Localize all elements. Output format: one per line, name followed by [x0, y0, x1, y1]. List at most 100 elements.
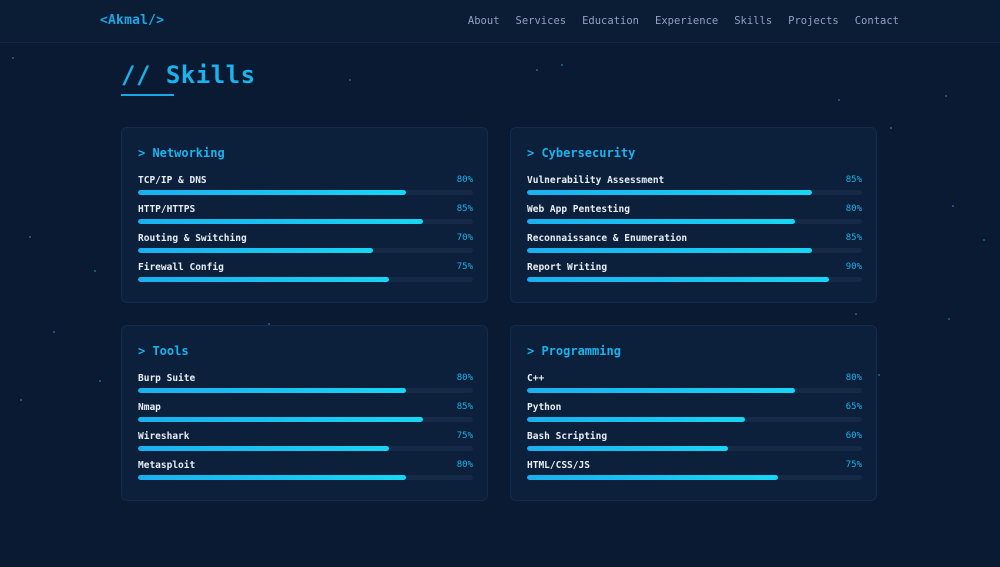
- progress-track: [527, 475, 862, 480]
- skill-name: Firewall Config: [138, 262, 224, 273]
- skill-percent: 70%: [456, 233, 473, 243]
- skill-percent: 85%: [456, 402, 473, 412]
- top-navbar: <Akmal/> About Services Education Experi…: [0, 0, 1000, 43]
- nav-link-services[interactable]: Services: [515, 15, 567, 27]
- skill-name: Bash Scripting: [527, 431, 608, 442]
- skill-item: HTML/CSS/JS 75%: [527, 460, 862, 480]
- skill-item: TCP/IP & DNS 80%: [138, 175, 473, 195]
- skill-percent: 80%: [845, 204, 862, 214]
- progress-track: [138, 475, 473, 480]
- progress-bar: [138, 446, 390, 451]
- skill-name: HTML/CSS/JS: [527, 460, 590, 471]
- skill-name: Routing & Switching: [138, 233, 247, 244]
- skill-name: Web App Pentesting: [527, 204, 630, 215]
- skill-name: C++: [527, 373, 545, 384]
- skill-item: Bash Scripting 60%: [527, 431, 862, 451]
- progress-track: [138, 248, 473, 253]
- progress-track: [527, 446, 862, 451]
- skill-percent: 65%: [845, 402, 862, 412]
- skill-name: Vulnerability Assessment: [527, 175, 665, 186]
- progress-bar: [138, 475, 406, 480]
- skill-card-networking: > Networking TCP/IP & DNS 80% HTTP/HTTPS 8…: [121, 127, 488, 303]
- skill-item: Wireshark 75%: [138, 431, 473, 451]
- skill-name: TCP/IP & DNS: [138, 175, 207, 186]
- skill-percent: 85%: [456, 204, 473, 214]
- card-title: > Networking: [138, 146, 225, 160]
- progress-bar: [527, 190, 812, 195]
- skill-card-cybersecurity: > Cybersecurity Vulnerability Assessment…: [510, 127, 877, 303]
- progress-bar: [138, 190, 406, 195]
- skill-percent: 85%: [845, 175, 862, 185]
- card-title: > Tools: [138, 344, 189, 358]
- skill-percent: 80%: [456, 460, 473, 470]
- skill-name: Wireshark: [138, 431, 190, 442]
- progress-bar: [527, 446, 728, 451]
- progress-bar: [138, 388, 406, 393]
- progress-bar: [138, 248, 373, 253]
- progress-bar: [138, 219, 423, 224]
- skill-item: Routing & Switching 70%: [138, 233, 473, 253]
- skill-card-programming: > Programming C++ 80% Python 65% Bash Scri…: [510, 325, 877, 501]
- skill-name: Burp Suite: [138, 373, 196, 384]
- skill-item: Report Writing 90%: [527, 262, 862, 282]
- skill-percent: 75%: [456, 431, 473, 441]
- progress-track: [527, 388, 862, 393]
- skill-item: Nmap 85%: [138, 402, 473, 422]
- skill-item: Vulnerability Assessment 85%: [527, 175, 862, 195]
- progress-bar: [527, 417, 745, 422]
- skill-percent: 75%: [845, 460, 862, 470]
- nav-links: About Services Education Experience Skil…: [468, 15, 899, 27]
- skill-name: Report Writing: [527, 262, 608, 273]
- skill-item: Firewall Config 75%: [138, 262, 473, 282]
- skill-percent: 80%: [845, 373, 862, 383]
- skill-item: C++ 80%: [527, 373, 862, 393]
- nav-link-education[interactable]: Education: [582, 15, 639, 27]
- nav-link-skills[interactable]: Skills: [734, 15, 773, 27]
- site-logo[interactable]: <Akmal/>: [100, 13, 165, 28]
- progress-track: [138, 388, 473, 393]
- progress-track: [138, 219, 473, 224]
- skill-item: HTTP/HTTPS 85%: [138, 204, 473, 224]
- progress-track: [138, 277, 473, 282]
- progress-track: [527, 277, 862, 282]
- skill-percent: 60%: [845, 431, 862, 441]
- skill-name: HTTP/HTTPS: [138, 204, 196, 215]
- progress-track: [527, 219, 862, 224]
- section-title: // Skills: [121, 61, 256, 89]
- nav-link-projects[interactable]: Projects: [788, 15, 839, 27]
- skill-percent: 80%: [456, 373, 473, 383]
- progress-bar: [527, 248, 812, 253]
- progress-track: [527, 248, 862, 253]
- progress-bar: [138, 277, 390, 282]
- card-title: > Programming: [527, 344, 621, 358]
- progress-track: [527, 190, 862, 195]
- skill-name: Nmap: [138, 402, 161, 413]
- skill-percent: 90%: [845, 262, 862, 272]
- skill-item: Reconnaissance & Enumeration 85%: [527, 233, 862, 253]
- card-title: > Cybersecurity: [527, 146, 636, 160]
- title-underline: [121, 94, 174, 96]
- progress-bar: [527, 277, 829, 282]
- progress-track: [138, 190, 473, 195]
- skill-item: Metasploit 80%: [138, 460, 473, 480]
- skill-percent: 80%: [456, 175, 473, 185]
- progress-track: [138, 417, 473, 422]
- skill-item: Web App Pentesting 80%: [527, 204, 862, 224]
- progress-bar: [138, 417, 423, 422]
- progress-bar: [527, 219, 795, 224]
- progress-track: [138, 446, 473, 451]
- skill-item: Python 65%: [527, 402, 862, 422]
- progress-bar: [527, 388, 795, 393]
- skill-percent: 85%: [845, 233, 862, 243]
- skill-card-tools: > Tools Burp Suite 80% Nmap 85% Wireshark 7…: [121, 325, 488, 501]
- nav-link-experience[interactable]: Experience: [655, 15, 719, 27]
- skill-item: Burp Suite 80%: [138, 373, 473, 393]
- progress-track: [527, 417, 862, 422]
- skill-name: Metasploit: [138, 460, 196, 471]
- skill-name: Reconnaissance & Enumeration: [527, 233, 688, 244]
- nav-link-contact[interactable]: Contact: [854, 15, 899, 27]
- nav-link-about[interactable]: About: [467, 15, 500, 27]
- skill-name: Python: [527, 402, 562, 413]
- skill-percent: 75%: [456, 262, 473, 272]
- progress-bar: [527, 475, 779, 480]
